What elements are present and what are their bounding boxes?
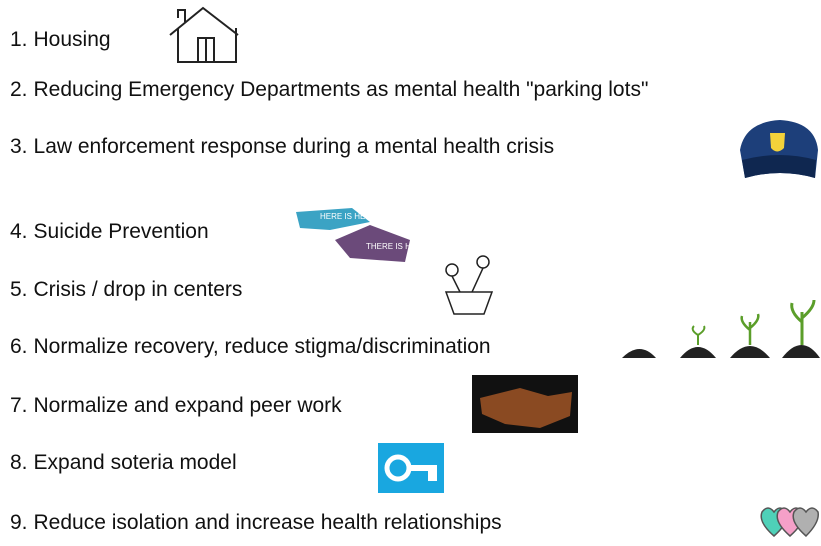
list-item: 8. Expand soteria model <box>10 450 237 476</box>
item-text: Crisis / drop in centers <box>34 278 243 301</box>
item-number: 4. <box>10 220 28 243</box>
item-number: 9. <box>10 511 28 534</box>
item-text: Normalize recovery, reduce stigma/discri… <box>34 335 491 358</box>
item-number: 8. <box>10 451 28 474</box>
icon-text: HERE IS HELP <box>320 212 375 221</box>
item-number: 1. <box>10 28 28 51</box>
item-number: 2. <box>10 78 28 101</box>
police-hat-icon <box>740 120 818 178</box>
item-number: 7. <box>10 394 28 417</box>
item-number: 6. <box>10 335 28 358</box>
page: HERE IS HELP THERE IS HOPE <box>0 0 821 546</box>
item-text: Housing <box>34 28 111 51</box>
item-text: Expand soteria model <box>34 451 237 474</box>
list-item: 6. Normalize recovery, reduce stigma/disc… <box>10 334 491 360</box>
item-text: Law enforcement response during a mental… <box>34 135 555 158</box>
flower-pot-icon <box>446 256 492 314</box>
item-text: Reduce isolation and increase health rel… <box>34 511 502 534</box>
item-text: Reducing Emergency Departments as mental… <box>34 78 649 101</box>
hands-icon: HERE IS HELP THERE IS HOPE <box>296 208 428 262</box>
item-number: 5. <box>10 278 28 301</box>
list-item: 4. Suicide Prevention <box>10 219 209 245</box>
list-item: 3. Law enforcement response during a ment… <box>10 134 554 160</box>
list-item: 7. Normalize and expand peer work <box>10 393 342 419</box>
list-item: 5. Crisis / drop in centers <box>10 277 242 303</box>
list-item: 9. Reduce isolation and increase health r… <box>10 510 502 536</box>
house-icon <box>170 8 238 62</box>
item-number: 3. <box>10 135 28 158</box>
list-item: 2. Reducing Emergency Departments as ment… <box>10 77 648 103</box>
handshake-icon <box>472 375 578 433</box>
list-item: 1. Housing <box>10 27 111 53</box>
item-text: Normalize and expand peer work <box>34 394 342 417</box>
key-icon <box>378 443 444 493</box>
item-text: Suicide Prevention <box>34 220 209 243</box>
seedlings-icon <box>622 300 820 358</box>
hearts-icon <box>761 508 818 536</box>
icon-text: THERE IS HOPE <box>366 242 428 251</box>
